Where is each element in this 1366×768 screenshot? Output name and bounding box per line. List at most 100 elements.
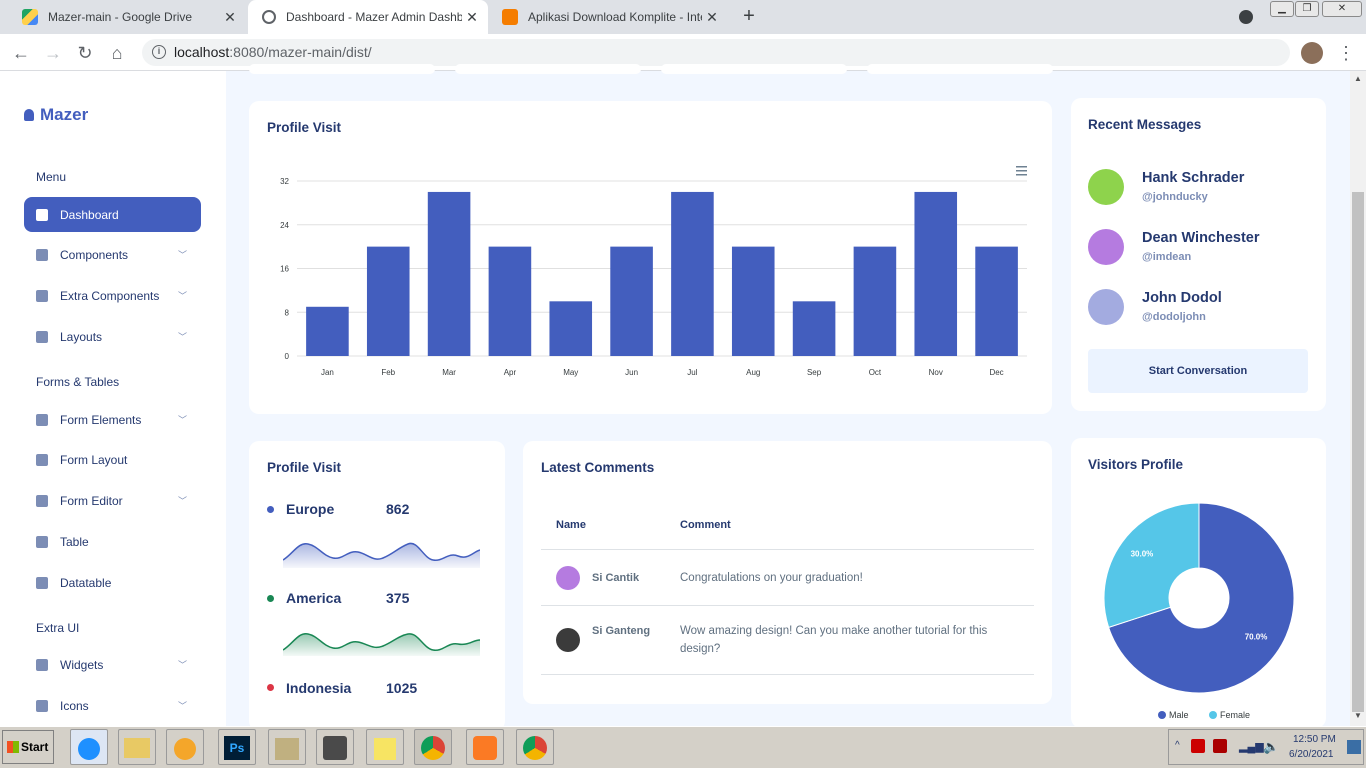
- sidebar-item-label: Table: [60, 534, 89, 549]
- tools-icon[interactable]: [268, 729, 306, 765]
- message-sender-handle: @johnducky: [1142, 191, 1208, 203]
- region-name: Europe: [286, 501, 335, 517]
- table-divider: [541, 549, 1034, 550]
- bar[interactable]: [914, 191, 958, 356]
- region-dot: [267, 506, 274, 513]
- y-tick-label: 0: [285, 352, 290, 361]
- reload-icon[interactable]: ↻: [77, 43, 93, 63]
- chevron-down-icon: ﹀: [177, 250, 187, 260]
- media-player-icon[interactable]: [166, 729, 204, 765]
- sidebar-item-table[interactable]: Table: [24, 524, 201, 559]
- chart-menu-icon[interactable]: [1016, 166, 1027, 176]
- close-icon[interactable]: ✕: [224, 8, 236, 25]
- sidebar-section-extra-ui: Extra UI: [36, 621, 80, 635]
- tab-aplikasi[interactable]: Aplikasi Download Komplite - Internet ✕: [488, 0, 728, 34]
- table-divider: [541, 674, 1034, 675]
- card-title: Recent Messages: [1088, 117, 1202, 132]
- sidebar-item-layouts[interactable]: Layouts ﹀: [24, 319, 201, 354]
- start-button[interactable]: Start: [2, 730, 54, 764]
- menu-dots-icon[interactable]: ⋮: [1337, 43, 1355, 63]
- region-value: 1025: [386, 680, 418, 696]
- stat-card: [867, 64, 1053, 74]
- message-sender-name[interactable]: Dean Winchester: [1142, 230, 1260, 246]
- close-icon[interactable]: ✕: [706, 8, 718, 25]
- signal-icon[interactable]: ▂▄▆: [1239, 741, 1264, 753]
- forward-icon[interactable]: →: [44, 43, 62, 63]
- pie-slice[interactable]: [1103, 502, 1200, 628]
- tab-dashboard[interactable]: Dashboard - Mazer Admin Dashboard ✕: [248, 0, 488, 34]
- bar[interactable]: [610, 246, 653, 356]
- message-sender-name[interactable]: John Dodol: [1142, 290, 1222, 306]
- network-error-icon[interactable]: [1191, 739, 1205, 753]
- y-tick-label: 32: [280, 177, 289, 186]
- bar[interactable]: [731, 246, 775, 356]
- chevron-down-icon: ﹀: [177, 496, 187, 506]
- globe-icon: [262, 10, 276, 24]
- message-sender-name[interactable]: Hank Schrader: [1142, 170, 1245, 186]
- blogger-icon: [502, 9, 518, 25]
- start-conversation-button[interactable]: Start Conversation: [1088, 349, 1308, 393]
- pie-slice-label: 30.0%: [1131, 550, 1154, 559]
- clock-time[interactable]: 12:50 PM: [1293, 734, 1336, 745]
- close-icon[interactable]: ✕: [466, 8, 478, 25]
- pie-slice[interactable]: [1108, 502, 1295, 694]
- bar[interactable]: [853, 246, 897, 356]
- bar[interactable]: [792, 301, 836, 356]
- home-icon[interactable]: ⌂: [111, 43, 123, 63]
- region-dot: [267, 595, 274, 602]
- file-explorer-icon[interactable]: [118, 729, 156, 765]
- scroll-down-arrow-icon[interactable]: ▼: [1354, 711, 1362, 720]
- sidebar-item-form-editor[interactable]: Form Editor ﹀: [24, 483, 201, 518]
- sidebar-item-dashboard[interactable]: Dashboard: [24, 197, 201, 232]
- bar[interactable]: [671, 191, 714, 356]
- scrollbar-thumb[interactable]: [1352, 192, 1364, 712]
- legend-label[interactable]: Female: [1220, 710, 1250, 720]
- x-tick-label: Nov: [929, 368, 943, 377]
- info-icon[interactable]: i: [152, 45, 166, 59]
- sidebar-item-components[interactable]: Components ﹀: [24, 237, 201, 272]
- back-icon[interactable]: ←: [12, 43, 30, 63]
- close-window-button[interactable]: ✕: [1322, 1, 1362, 17]
- volume-icon[interactable]: 🔈: [1263, 739, 1280, 754]
- windows-logo-icon: [7, 741, 19, 753]
- sidebar-item-widgets[interactable]: Widgets ﹀: [24, 647, 201, 682]
- scroll-up-arrow-icon[interactable]: ▲: [1354, 74, 1362, 83]
- bar[interactable]: [366, 246, 410, 356]
- sticky-notes-icon[interactable]: [366, 729, 404, 765]
- minimize-button[interactable]: ▁: [1270, 1, 1294, 17]
- sidebar-item-extra-components[interactable]: Extra Components ﹀: [24, 278, 201, 313]
- tab-google-drive[interactable]: Mazer-main - Google Drive ✕: [8, 0, 246, 34]
- tray-expand-icon[interactable]: ^: [1175, 740, 1180, 751]
- bar[interactable]: [488, 246, 532, 356]
- logo[interactable]: Mazer: [24, 105, 88, 125]
- x-tick-label: Mar: [442, 368, 456, 377]
- new-tab-button[interactable]: +: [743, 5, 755, 27]
- show-desktop-icon[interactable]: [1347, 740, 1361, 754]
- photoshop-icon[interactable]: Ps: [218, 729, 256, 765]
- chrome-profile-icon[interactable]: [516, 729, 554, 765]
- internet-explorer-icon[interactable]: [70, 729, 108, 765]
- comment-author: Si Ganteng: [592, 625, 651, 637]
- bar[interactable]: [549, 301, 593, 356]
- maximize-button[interactable]: ❐: [1295, 1, 1319, 17]
- collection-icon: [36, 289, 48, 302]
- xampp-icon[interactable]: [466, 729, 504, 765]
- profile-avatar[interactable]: [1301, 42, 1323, 64]
- bar[interactable]: [306, 306, 349, 356]
- legend-label[interactable]: Male: [1169, 710, 1189, 720]
- pen-icon: [36, 494, 48, 507]
- sidebar-item-form-elements[interactable]: Form Elements ﹀: [24, 402, 201, 437]
- x-tick-label: Dec: [989, 368, 1003, 377]
- tab-search-icon[interactable]: [1239, 10, 1253, 24]
- sidebar-item-form-layout[interactable]: Form Layout: [24, 442, 201, 477]
- clock-date[interactable]: 6/20/2021: [1289, 749, 1334, 760]
- sublime-text-icon[interactable]: [316, 729, 354, 765]
- sidebar-item-icons[interactable]: Icons ﹀: [24, 688, 201, 723]
- region-value: 862: [386, 501, 410, 517]
- security-alert-icon[interactable]: [1213, 739, 1227, 753]
- bar[interactable]: [427, 191, 471, 356]
- address-bar[interactable]: i localhost:8080/mazer-main/dist/: [142, 39, 1290, 66]
- sidebar-item-datatable[interactable]: Datatable: [24, 565, 201, 600]
- chrome-icon[interactable]: [414, 729, 452, 765]
- bar[interactable]: [975, 246, 1018, 356]
